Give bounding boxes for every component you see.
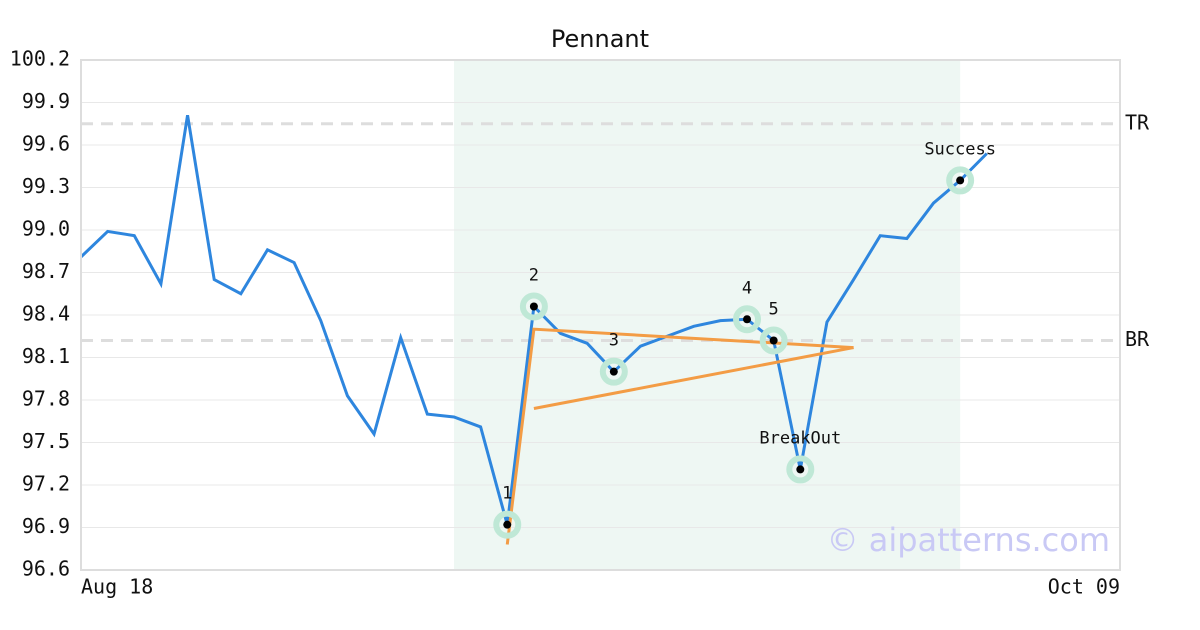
chart-title: Pennant [551, 25, 649, 53]
y-tick-label: 98.7 [22, 259, 70, 283]
pivot-halo [519, 292, 548, 321]
pivot-halo [946, 166, 975, 195]
pivot-point [503, 520, 512, 529]
x-tick-label: Aug 18 [81, 575, 153, 599]
level-label: TR [1125, 110, 1150, 134]
pivot-label: 5 [769, 300, 779, 320]
level-label: BR [1125, 327, 1150, 351]
y-tick-label: 99.6 [22, 132, 70, 156]
pivot-label: 3 [609, 331, 619, 351]
pivot-label: Success [924, 139, 996, 159]
y-tick-label: 98.1 [22, 344, 70, 368]
y-tick-label: 96.6 [22, 557, 70, 581]
pivot-halo [493, 510, 522, 539]
pivot-point [956, 176, 965, 185]
y-tick-label: 97.2 [22, 472, 70, 496]
pivot-point [743, 315, 752, 324]
y-tick-label: 97.8 [22, 387, 70, 411]
pivot-halo [599, 357, 628, 386]
trend-line [505, 327, 854, 545]
plot-frame [80, 59, 1121, 571]
pivot-halo [786, 455, 815, 484]
pivot-point [769, 336, 778, 345]
y-tick-label: 99.0 [22, 217, 70, 241]
x-tick-label: Oct 09 [1048, 575, 1120, 599]
y-tick-label: 97.5 [22, 429, 70, 453]
pivot-halo [759, 326, 788, 355]
y-tick-label: 99.9 [22, 89, 70, 113]
pivot-label: 2 [529, 266, 539, 286]
watermark: © aipatterns.com [827, 521, 1110, 559]
y-tick-label: 100.2 [10, 47, 70, 71]
pivot-halo [733, 305, 762, 334]
y-tick-label: 98.4 [22, 302, 70, 326]
trend-line [533, 346, 854, 410]
pivot-point [609, 367, 618, 376]
y-tick-label: 99.3 [22, 174, 70, 198]
pivot-point [796, 465, 805, 474]
y-tick-label: 96.9 [22, 514, 70, 538]
pivot-label: BreakOut [759, 428, 841, 448]
pivot-label: 1 [502, 484, 512, 504]
pivot-label: 4 [742, 278, 752, 298]
pivot-point [529, 302, 538, 311]
